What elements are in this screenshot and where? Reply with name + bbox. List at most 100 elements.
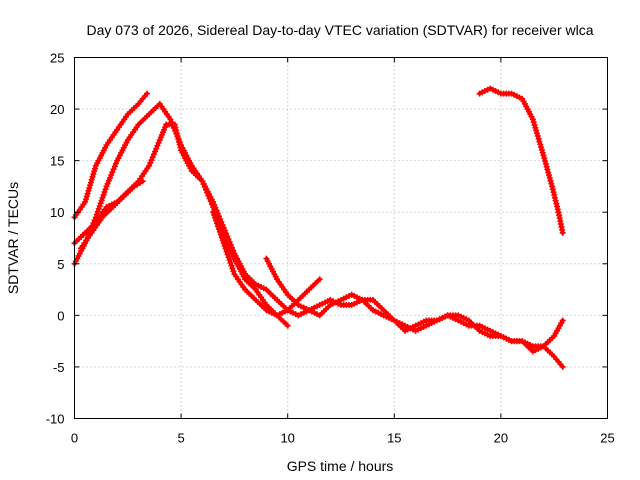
series-point — [544, 166, 551, 173]
series-point — [559, 317, 566, 324]
series-point — [531, 121, 538, 128]
series-point — [87, 179, 94, 186]
series-point — [225, 236, 232, 243]
series-point — [139, 178, 146, 185]
series-point — [82, 196, 89, 203]
series-point — [212, 217, 219, 224]
series-point — [217, 231, 224, 238]
series-point — [539, 149, 546, 156]
tick-label-layer: 0 5 10 15 20 25 -10 -5 0 5 10 15 20 25 — [46, 51, 615, 446]
series-point — [230, 247, 237, 254]
series-point — [83, 193, 90, 200]
y-axis-title: SDTVAR / TECUs — [5, 182, 21, 294]
series-point — [100, 191, 107, 198]
series-point — [218, 234, 225, 241]
x-tick-label: 20 — [494, 431, 508, 446]
series-point — [211, 212, 218, 219]
x-tick-label: 5 — [177, 431, 184, 446]
y-tick-label: 5 — [57, 257, 64, 272]
series-point — [227, 241, 234, 248]
series-point — [91, 168, 98, 175]
series-point — [533, 130, 540, 137]
series-point — [218, 218, 225, 225]
series-line-6 — [264, 256, 565, 354]
y-tick-label: 25 — [50, 51, 64, 66]
series-point — [541, 155, 548, 162]
series-point — [174, 133, 181, 140]
series-point — [545, 172, 552, 179]
series-point — [102, 186, 109, 193]
series-point — [229, 265, 236, 272]
series-point — [216, 228, 223, 235]
series-line-7 — [477, 86, 565, 235]
series-point — [155, 139, 162, 146]
series-point — [211, 201, 218, 208]
series-line-2 — [72, 122, 290, 328]
series-point — [219, 221, 226, 228]
series-point — [143, 90, 150, 97]
series-point — [90, 171, 97, 178]
series-point — [538, 144, 545, 151]
series-point — [169, 122, 176, 129]
series-point — [213, 207, 220, 214]
series-point — [548, 180, 555, 187]
series-point — [103, 183, 110, 190]
series-point — [90, 220, 97, 227]
series-point — [229, 244, 236, 251]
series-point — [537, 141, 544, 148]
series-point — [230, 268, 237, 275]
series-point — [220, 240, 227, 247]
series-point — [98, 197, 105, 204]
y-tick-label: 10 — [50, 205, 64, 220]
series-point — [108, 171, 115, 178]
series-point — [223, 230, 230, 237]
tick-layer — [74, 57, 608, 419]
x-tick-label: 0 — [71, 431, 78, 446]
series-point — [228, 262, 235, 269]
series-point — [101, 189, 108, 196]
series-point — [112, 160, 119, 167]
series-point — [104, 180, 111, 187]
series-point — [543, 163, 550, 170]
series-point — [168, 119, 175, 126]
series-point — [85, 187, 92, 194]
series-point — [545, 169, 552, 176]
series-point — [533, 127, 540, 134]
series-point — [149, 154, 156, 161]
series-point — [221, 227, 228, 234]
series-point — [99, 194, 106, 201]
series-point — [87, 182, 94, 189]
series-point — [92, 214, 99, 221]
series-point — [217, 216, 224, 223]
series-point — [226, 257, 233, 264]
series-point — [222, 245, 229, 252]
series-point — [95, 205, 102, 212]
series-point — [82, 198, 89, 205]
series-point — [542, 158, 549, 165]
series-point — [212, 204, 219, 211]
series-point — [152, 148, 159, 155]
series-point — [96, 203, 103, 210]
chart-title: Day 073 of 2026, Sidereal Day-to-day VTE… — [86, 22, 593, 38]
series-point — [547, 177, 554, 184]
series-point — [224, 233, 231, 240]
series-point — [147, 159, 154, 166]
x-tick-label: 15 — [387, 431, 401, 446]
series-point — [214, 223, 221, 230]
series-point — [93, 211, 100, 218]
series-point — [172, 127, 179, 134]
series-point — [227, 259, 234, 266]
series-point — [559, 229, 566, 236]
series-point — [225, 254, 232, 261]
series-point — [542, 160, 549, 167]
series-point — [94, 208, 101, 215]
series-point — [92, 165, 98, 172]
series-point — [210, 198, 217, 205]
series-point — [559, 363, 566, 370]
series-point — [534, 133, 541, 140]
series-point — [175, 136, 182, 143]
series-point — [224, 251, 231, 258]
series-point — [146, 162, 153, 169]
series-layer — [71, 85, 566, 370]
